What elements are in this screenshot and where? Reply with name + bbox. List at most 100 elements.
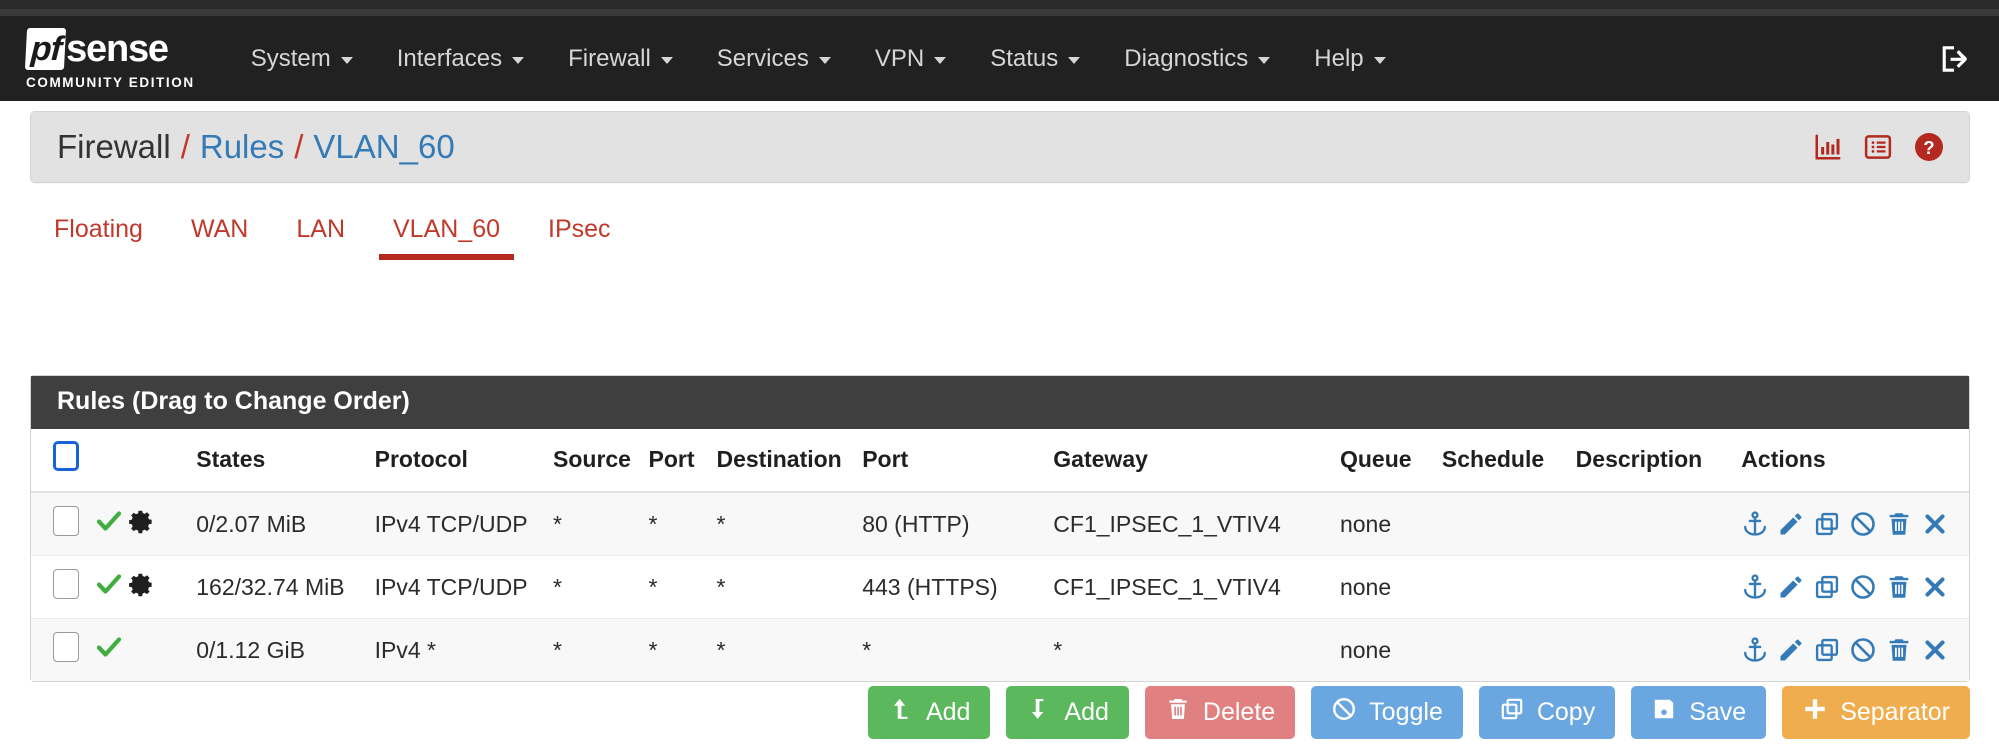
source-port-header: Port	[642, 429, 711, 493]
nav-item-diagnostics[interactable]: Diagnostics	[1102, 16, 1292, 101]
breadcrumb-section-link[interactable]: Rules	[199, 128, 285, 165]
row-states[interactable]: 162/32.74 MiB	[190, 555, 369, 619]
status-header	[88, 429, 191, 493]
pass-check-icon[interactable]	[94, 632, 124, 668]
chevron-down-icon	[1373, 57, 1386, 64]
breadcrumb-root: Firewall	[57, 128, 171, 165]
arrow-down-icon	[1026, 696, 1052, 729]
add-separator-button[interactable]: Separator	[1782, 686, 1970, 739]
row-states[interactable]: 0/2.07 MiB	[190, 491, 369, 556]
tab-ipsec[interactable]: IPsec	[524, 205, 635, 260]
pass-check-icon[interactable]	[94, 506, 124, 542]
copy-icon[interactable]	[1813, 510, 1841, 538]
remove-icon[interactable]	[1921, 510, 1949, 538]
list-icon[interactable]	[1863, 132, 1893, 162]
chevron-down-icon	[1068, 57, 1081, 64]
row-gateway: *	[1047, 618, 1334, 681]
select-all-checkbox[interactable]	[53, 441, 79, 471]
save-rules-label: Save	[1689, 698, 1747, 726]
nav-item-vpn-label: VPN	[874, 44, 925, 72]
row-destination-port: 443 (HTTPS)	[856, 555, 1048, 619]
save-rules-button[interactable]: Save	[1631, 686, 1767, 739]
breadcrumb-separator: /	[294, 128, 304, 165]
row-source-port: *	[642, 618, 711, 681]
edit-icon[interactable]	[1777, 636, 1805, 664]
nav-item-status[interactable]: Status	[968, 16, 1102, 101]
edit-icon[interactable]	[1777, 573, 1805, 601]
row-queue: none	[1333, 555, 1436, 619]
row-gateway[interactable]: CF1_IPSEC_1_VTIV4	[1047, 491, 1334, 556]
delete-rules-button[interactable]: Delete	[1144, 686, 1296, 739]
table-header-row: States Protocol Source Port Destination …	[31, 429, 1969, 493]
breadcrumb-current-link[interactable]: VLAN_60	[313, 128, 455, 165]
tab-lan-label: LAN	[296, 215, 345, 243]
gear-icon[interactable]	[128, 508, 155, 541]
row-checkbox[interactable]	[53, 506, 79, 536]
description-header: Description	[1569, 429, 1736, 493]
row-action-icons	[1741, 510, 1963, 538]
row-protocol: IPv4 *	[368, 618, 547, 681]
edit-icon[interactable]	[1777, 510, 1805, 538]
row-checkbox[interactable]	[53, 632, 79, 662]
row-states[interactable]: 0/1.12 GiB	[190, 618, 369, 681]
copy-icon[interactable]	[1813, 636, 1841, 664]
copy-icon[interactable]	[1813, 573, 1841, 601]
row-checkbox[interactable]	[53, 569, 79, 599]
add-rule-bottom-button[interactable]: Add	[1006, 686, 1129, 739]
delete-icon[interactable]	[1885, 510, 1913, 538]
nav-item-system[interactable]: System	[229, 16, 375, 101]
anchor-icon[interactable]	[1741, 636, 1769, 664]
top-strip	[0, 0, 1999, 16]
gear-icon[interactable]	[128, 571, 155, 604]
sense-text: sense	[66, 27, 169, 70]
trash-icon	[1165, 696, 1191, 729]
pfsense-logo[interactable]: pf sense COMMUNITY EDITION	[24, 27, 195, 90]
row-schedule	[1435, 555, 1570, 619]
rules-action-buttons: Add Add Delete Toggle Copy	[30, 686, 1970, 739]
delete-icon[interactable]	[1885, 636, 1913, 664]
toggle-rules-label: Toggle	[1369, 698, 1443, 726]
remove-icon[interactable]	[1921, 636, 1949, 664]
nav-item-vpn[interactable]: VPN	[853, 16, 968, 101]
table-row[interactable]: 0/2.07 MiB IPv4 TCP/UDP * * * 80 (HTTP) …	[31, 491, 1969, 556]
toggle-rules-button[interactable]: Toggle	[1311, 686, 1463, 739]
svg-text:?: ?	[1923, 137, 1934, 158]
tab-floating[interactable]: Floating	[30, 205, 167, 260]
help-icon[interactable]: ?	[1913, 131, 1945, 163]
row-gateway[interactable]: CF1_IPSEC_1_VTIV4	[1047, 555, 1334, 619]
anchor-icon[interactable]	[1741, 510, 1769, 538]
remove-icon[interactable]	[1921, 573, 1949, 601]
row-status-cell	[88, 555, 191, 619]
table-row[interactable]: 162/32.74 MiB IPv4 TCP/UDP * * * 443 (HT…	[31, 555, 1969, 619]
row-actions	[1735, 618, 1969, 681]
disable-icon[interactable]	[1849, 636, 1877, 664]
add-rule-bottom-label: Add	[1064, 698, 1109, 726]
select-all-header	[31, 429, 89, 493]
nav-item-help-label: Help	[1314, 44, 1364, 72]
row-select-cell	[31, 618, 89, 681]
row-source-port: *	[642, 555, 711, 619]
row-select-cell	[31, 491, 89, 556]
chart-icon[interactable]	[1813, 132, 1843, 162]
disable-icon[interactable]	[1849, 510, 1877, 538]
main-navbar: pf sense COMMUNITY EDITION System Interfa…	[0, 16, 1999, 101]
copy-rules-button[interactable]: Copy	[1478, 686, 1616, 739]
anchor-icon[interactable]	[1741, 573, 1769, 601]
add-rule-top-button[interactable]: Add	[867, 686, 991, 739]
table-row[interactable]: 0/1.12 GiB IPv4 * * * * * * none	[31, 618, 1969, 681]
nav-item-services[interactable]: Services	[695, 16, 853, 101]
nav-item-help[interactable]: Help	[1292, 16, 1407, 101]
delete-icon[interactable]	[1885, 573, 1913, 601]
chevron-down-icon	[512, 57, 525, 64]
tab-lan[interactable]: LAN	[272, 205, 369, 260]
breadcrumb-panel: Firewall / Rules / VLAN_60	[30, 111, 1970, 183]
tab-vlan-60[interactable]: VLAN_60	[369, 205, 524, 260]
nav-item-firewall[interactable]: Firewall	[546, 16, 695, 101]
logout-icon[interactable]	[1937, 42, 1971, 76]
row-queue: none	[1333, 618, 1436, 681]
nav-item-interfaces[interactable]: Interfaces	[375, 16, 546, 101]
pass-check-icon[interactable]	[94, 569, 124, 605]
tab-wan[interactable]: WAN	[167, 205, 272, 260]
disable-icon[interactable]	[1849, 573, 1877, 601]
